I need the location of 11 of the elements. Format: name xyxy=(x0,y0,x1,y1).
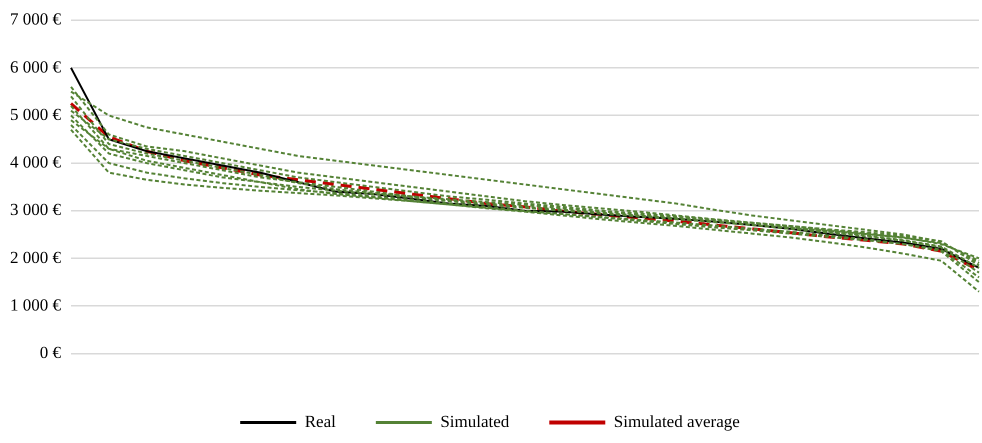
legend-label: Simulated xyxy=(440,412,510,431)
y-tick-label: 6 000 € xyxy=(10,57,62,76)
y-tick-label: 4 000 € xyxy=(10,152,62,172)
y-tick-label: 0 € xyxy=(40,343,62,362)
y-tick-label: 3 000 € xyxy=(10,200,62,220)
legend-label: Simulated average xyxy=(614,412,740,431)
y-tick-label: 2 000 € xyxy=(10,248,62,267)
legend-label: Real xyxy=(304,412,336,431)
y-tick-label: 5 000 € xyxy=(10,104,62,124)
y-tick-label: 1 000 € xyxy=(10,295,62,314)
y-tick-label: 7 000 € xyxy=(10,10,62,29)
